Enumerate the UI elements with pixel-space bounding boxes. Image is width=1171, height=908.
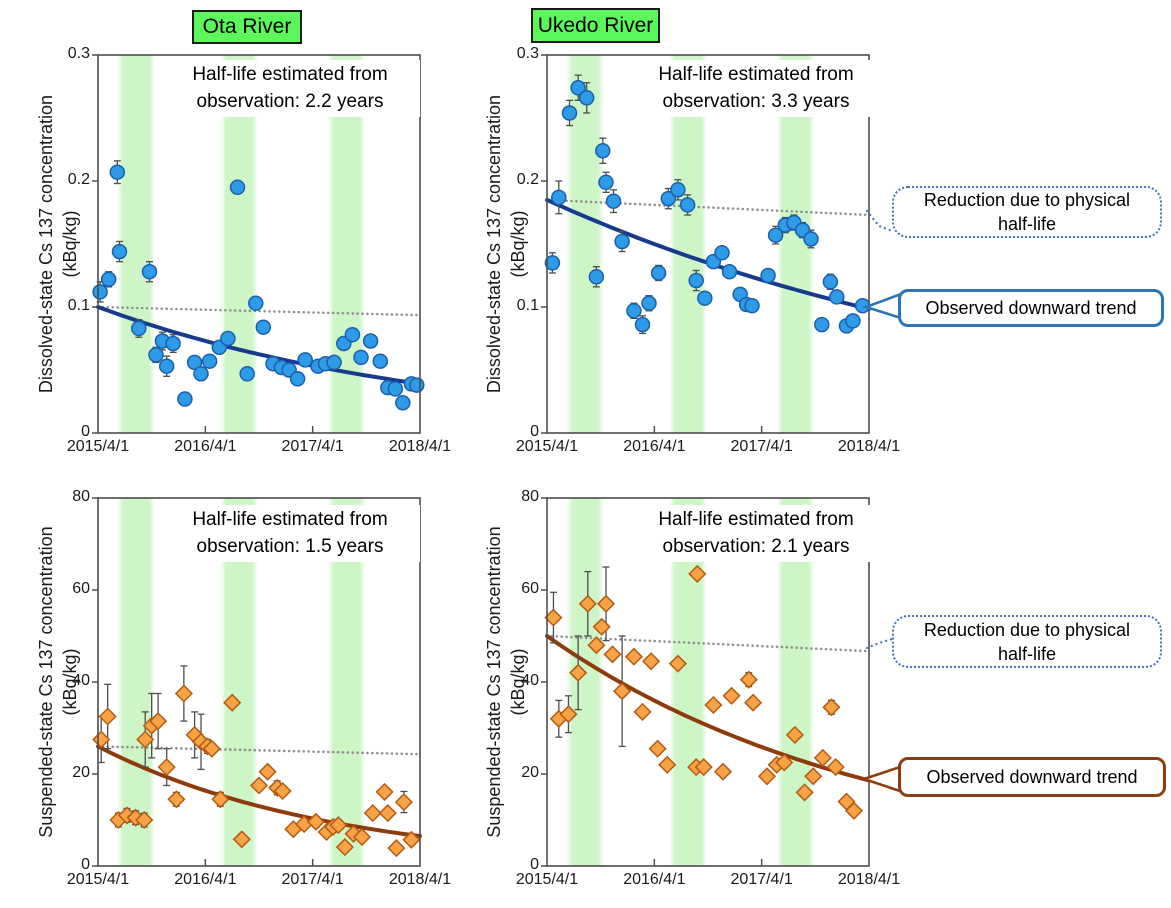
plot-frame	[546, 497, 870, 867]
y-axis-units-ukedo-dissolved: (kBq/kg)	[508, 210, 528, 278]
y-tick-label: 0.1	[67, 297, 90, 314]
callout-text-line: half-life	[997, 214, 1057, 234]
x-tick-label: 2018/4/1	[388, 438, 452, 455]
y-tick-label: 0.1	[516, 297, 539, 314]
y-tick-label: 20	[72, 764, 90, 781]
y-tick-label: 0	[81, 856, 90, 873]
x-tick-label: 2018/4/1	[837, 438, 901, 455]
callout-physical-halflife-bottom: Reduction due to physical half-life	[892, 615, 1162, 668]
x-tick-label: 2015/4/1	[66, 871, 130, 888]
callout-physical-halflife-top: Reduction due to physical half-life	[892, 186, 1162, 238]
y-tick-label: 60	[521, 580, 539, 597]
y-tick-label: 60	[72, 580, 90, 597]
y-tick-label: 0.2	[516, 171, 539, 188]
title-box-ota-river: Ota River	[192, 10, 302, 44]
plot-ukedo-suspended: Half-life estimated from observation: 2.…	[516, 488, 900, 888]
plot-frame	[97, 54, 421, 434]
callout-text-line: Observed downward trend	[925, 298, 1137, 318]
x-tick-label: 2016/4/1	[623, 438, 686, 455]
plot-frame	[97, 497, 421, 867]
annotation-line-1: Half-life estimated from	[658, 509, 854, 530]
y-tick-label: 40	[72, 672, 90, 689]
callout-observed-trend-bottom: Observed downward trend	[898, 757, 1166, 797]
plot-ota-dissolved: Half-life estimated from observation: 2.…	[67, 45, 451, 455]
y-tick-label: 0	[81, 423, 90, 440]
data-point-markers	[92, 164, 425, 411]
y-tick-label: 80	[72, 488, 90, 505]
axis-ticks	[541, 497, 763, 867]
observed-trend-curve	[96, 744, 422, 839]
y-tick-label: 0.2	[67, 171, 90, 188]
data-point-markers	[92, 684, 421, 858]
x-tick-label: 2016/4/1	[174, 871, 237, 888]
y-tick-label: 0.3	[516, 45, 539, 62]
annotation-line-2: observation: 2.2 years	[196, 91, 384, 112]
observed-trend-curve	[96, 305, 422, 386]
y-tick-label: 20	[521, 764, 539, 781]
x-tick-label: 2018/4/1	[388, 871, 452, 888]
plot-ukedo-dissolved: Half-life estimated from observation: 3.…	[516, 45, 900, 455]
data-point-markers	[544, 564, 864, 820]
callout-observed-trend-top: Observed downward trend	[898, 289, 1164, 327]
data-point-markers	[544, 80, 871, 334]
annotation-halflife-ukedo-suspended: Half-life estimated from observation: 2.…	[630, 505, 882, 562]
axis-ticks	[541, 54, 763, 434]
summer-bands	[117, 55, 366, 433]
plot-svg-ukedo-dissolved	[541, 54, 871, 434]
y-axis-units-ota-dissolved: (kBq/kg)	[60, 210, 80, 278]
observed-trend-curve	[545, 634, 871, 783]
x-tick-label: 2015/4/1	[66, 438, 130, 455]
x-tick-label: 2016/4/1	[623, 871, 686, 888]
y-axis-title-ukedo-dissolved: Dissolved-state Cs 137 concentration	[484, 94, 504, 394]
annotation-line-1: Half-life estimated from	[192, 509, 388, 530]
x-tick-label: 2017/4/1	[281, 438, 344, 455]
callout-text-line: Observed downward trend	[926, 767, 1138, 787]
title-box-ukedo-river: Ukedo River	[531, 8, 660, 43]
y-tick-label: 0	[530, 856, 539, 873]
physical-halflife-line	[545, 634, 871, 653]
x-tick-label: 2015/4/1	[515, 871, 579, 888]
axis-ticks	[92, 497, 314, 867]
plot-svg-ota-dissolved	[92, 54, 425, 434]
tail-solid-top	[861, 292, 903, 320]
x-tick-label: 2016/4/1	[174, 438, 237, 455]
physical-halflife-line	[545, 198, 871, 217]
plot-ota-suspended: Half-life estimated from observation: 1.…	[67, 488, 451, 888]
axis-ticks	[92, 54, 314, 434]
y-tick-label: 80	[521, 488, 539, 505]
x-tick-label: 2015/4/1	[515, 438, 579, 455]
tail-dotted-bottom	[865, 637, 894, 650]
y-tick-label: 0.3	[67, 45, 90, 62]
annotation-line-2: observation: 2.1 years	[662, 536, 850, 557]
callout-text-line: Reduction due to physical	[923, 190, 1131, 210]
physical-halflife-line	[96, 305, 422, 317]
tail-dotted-top	[865, 209, 894, 233]
x-tick-label: 2017/4/1	[730, 438, 793, 455]
y-axis-title-ota-dissolved: Dissolved-state Cs 137 concentration	[36, 94, 56, 394]
x-tick-label: 2017/4/1	[730, 871, 793, 888]
plot-frame	[546, 54, 870, 434]
annotation-halflife-ota-suspended: Half-life estimated from observation: 1.…	[160, 505, 420, 562]
callout-text-line: Reduction due to physical	[923, 619, 1131, 640]
annotation-line-1: Half-life estimated from	[658, 64, 854, 85]
x-tick-label: 2017/4/1	[281, 871, 344, 888]
annotation-line-1: Half-life estimated from	[192, 64, 388, 85]
x-tick-label: 2018/4/1	[837, 871, 901, 888]
callout-text-line: half-life	[997, 643, 1057, 664]
annotation-halflife-ota-dissolved: Half-life estimated from observation: 2.…	[160, 60, 420, 117]
annotation-line-2: observation: 3.3 years	[662, 91, 850, 112]
annotation-line-2: observation: 1.5 years	[196, 536, 384, 557]
y-tick-label: 0	[530, 423, 539, 440]
y-tick-label: 40	[521, 672, 539, 689]
annotation-halflife-ukedo-dissolved: Half-life estimated from observation: 3.…	[630, 60, 882, 117]
